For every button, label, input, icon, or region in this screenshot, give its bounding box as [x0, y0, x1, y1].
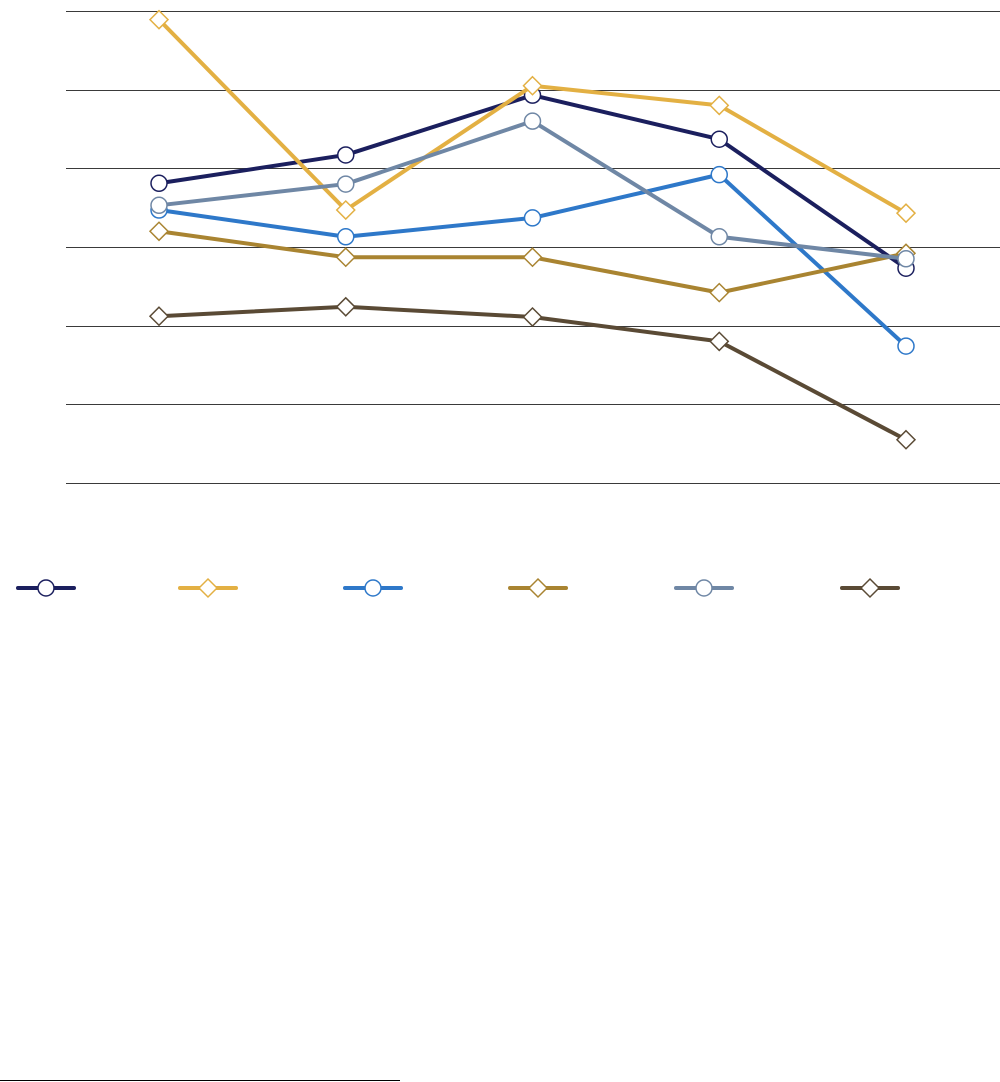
marker	[897, 337, 915, 355]
marker	[337, 146, 355, 164]
marker	[335, 199, 356, 221]
marker	[522, 247, 543, 268]
marker	[148, 9, 170, 30]
marker	[522, 306, 543, 328]
marker	[709, 331, 730, 352]
marker	[523, 112, 542, 130]
legend-marker	[527, 577, 549, 599]
marker	[895, 429, 917, 450]
marker	[895, 203, 917, 224]
legend-item	[16, 579, 76, 597]
marker	[710, 130, 728, 148]
marker	[523, 209, 542, 227]
legend-item	[178, 577, 238, 599]
legend-item	[674, 579, 734, 597]
marker	[335, 296, 356, 317]
legend-item	[840, 577, 900, 599]
marker	[897, 250, 915, 268]
series	[148, 221, 917, 303]
series	[150, 165, 915, 355]
marker	[709, 95, 730, 116]
marker	[522, 75, 543, 96]
marker	[709, 282, 730, 303]
legend-marker	[695, 579, 713, 597]
marker	[148, 306, 170, 327]
legend-marker	[37, 579, 55, 597]
marker	[337, 228, 355, 246]
marker	[150, 174, 168, 193]
legend-marker	[364, 579, 382, 597]
legend-marker	[859, 577, 881, 599]
marker	[710, 228, 728, 246]
marker	[148, 221, 170, 242]
marker	[337, 175, 355, 193]
series	[148, 9, 917, 224]
marker	[710, 165, 728, 184]
marker	[335, 247, 356, 268]
legend-item	[343, 579, 403, 597]
marker	[150, 196, 168, 215]
legend-item	[508, 577, 568, 599]
series	[150, 112, 915, 268]
legend-marker	[197, 577, 219, 599]
series	[148, 296, 917, 450]
